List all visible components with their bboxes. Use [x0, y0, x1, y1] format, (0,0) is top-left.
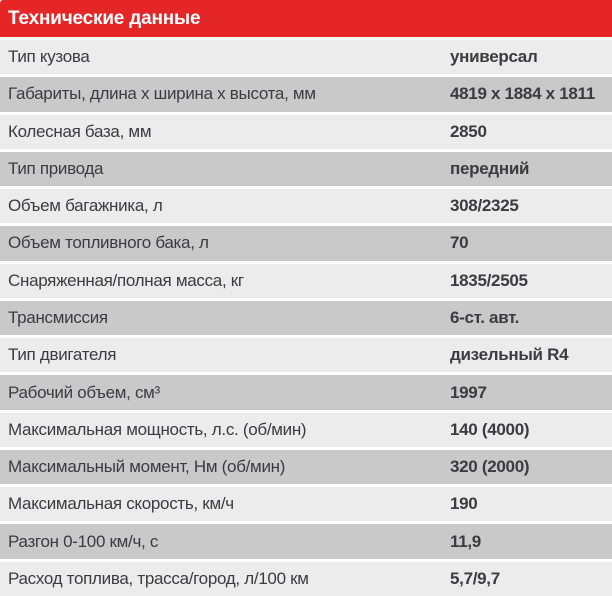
row-value: 320 (2000) — [450, 457, 530, 477]
row-value: 70 — [450, 233, 469, 253]
row-value: 140 (4000) — [450, 419, 530, 439]
row-value: 2850 — [450, 121, 487, 141]
row-label: Тип двигателя — [8, 345, 117, 365]
row-label: Колесная база, мм — [8, 121, 152, 141]
row-label: Снаряженная/полная масса, кг — [8, 270, 244, 290]
table-rows: Тип кузова универсал Габариты, длина х ш… — [0, 40, 612, 596]
row-value: дизельный R4 — [450, 345, 569, 365]
row-label: Максимальный момент, Нм (об/мин) — [8, 457, 286, 477]
table-row: Габариты, длина х ширина х высота, мм 48… — [0, 77, 612, 112]
row-value: 11,9 — [450, 531, 481, 551]
row-label: Рабочий объем, см³ — [8, 382, 160, 402]
table-row: Объем багажника, л 308/2325 — [0, 189, 612, 224]
row-value: 190 — [450, 494, 478, 514]
row-label: Объем багажника, л — [8, 196, 163, 216]
table-title: Технические данные — [8, 7, 201, 29]
row-value: 1835/2505 — [450, 270, 528, 290]
table-row: Максимальная мощность, л.с. (об/мин) 140… — [0, 412, 612, 447]
row-label: Разгон 0-100 км/ч, с — [8, 531, 159, 551]
table-row: Максимальный момент, Нм (об/мин) 320 (20… — [0, 449, 612, 485]
row-label: Максимальная скорость, км/ч — [8, 494, 234, 514]
row-value: 1997 — [450, 382, 487, 402]
row-value: 6-ст. авт. — [450, 307, 520, 327]
table-row: Объем топливного бака, л 70 — [0, 226, 612, 261]
row-value: передний — [450, 158, 530, 178]
table-row: Расход топлива, трасса/город, л/100 км 5… — [0, 561, 612, 596]
table-row: Трансмиссия 6-ст. авт. — [0, 300, 612, 336]
row-value: универсал — [450, 47, 538, 67]
row-label: Объем топливного бака, л — [8, 233, 209, 253]
table-row: Тип двигателя дизельный R4 — [0, 338, 612, 373]
table-row: Тип кузова универсал — [0, 40, 612, 75]
row-label: Тип кузова — [8, 47, 90, 67]
row-label: Трансмиссия — [8, 307, 108, 327]
table-row: Разгон 0-100 км/ч, с 11,9 — [0, 524, 612, 559]
row-label: Тип привода — [8, 158, 104, 178]
table-row: Максимальная скорость, км/ч 190 — [0, 487, 612, 522]
table-row: Колесная база, мм 2850 — [0, 114, 612, 149]
row-label: Максимальная мощность, л.с. (об/мин) — [8, 419, 307, 439]
row-value: 308/2325 — [450, 196, 519, 216]
row-label: Расход топлива, трасса/город, л/100 км — [8, 568, 309, 588]
row-value: 5,7/9,7 — [450, 568, 500, 588]
table-header: Технические данные — [0, 0, 612, 37]
table-row: Снаряженная/полная масса, кг 1835/2505 — [0, 263, 612, 298]
table-row: Тип привода передний — [0, 151, 612, 187]
row-label: Габариты, длина х ширина х высота, мм — [8, 84, 316, 104]
row-value: 4819 х 1884 х 1811 — [450, 84, 595, 104]
table-row: Рабочий объем, см³ 1997 — [0, 375, 612, 410]
